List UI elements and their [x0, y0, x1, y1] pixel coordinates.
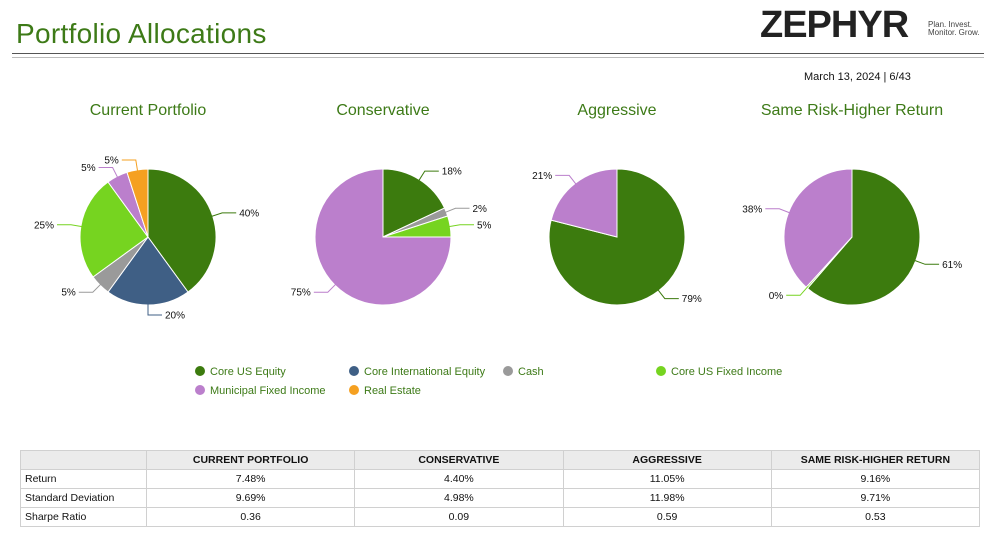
brand-tagline-line-2: Monitor. Grow. [928, 28, 980, 37]
table-row: Return 7.48% 4.40% 11.05% 9.16% [20, 469, 981, 489]
leader-line [765, 208, 791, 214]
table-header-cell [20, 450, 147, 470]
table-row: Standard Deviation 9.69% 4.98% 11.98% 9.… [20, 488, 981, 508]
legend-item-real-estate: Real Estate [349, 385, 421, 397]
data-label: 5% [104, 156, 119, 167]
leader-line [147, 303, 162, 316]
legend-swatch-core-us-fixed-income [656, 366, 666, 376]
leader-line [417, 170, 439, 182]
table-cell: 9.71% [770, 488, 981, 508]
leader-line [657, 288, 679, 300]
legend-label: Cash [518, 366, 544, 378]
leader-line [57, 224, 83, 228]
legend-item-core-international-equity: Core International Equity [349, 366, 485, 378]
leader-line [313, 283, 337, 293]
table-cell: 0.36 [145, 507, 356, 527]
chart-title: Aggressive [577, 102, 656, 119]
data-label: 2% [473, 204, 488, 215]
legend-item-cash: Cash [503, 366, 544, 378]
data-label: 5% [61, 288, 76, 299]
chart-title: Conservative [336, 102, 429, 119]
data-label: 5% [81, 163, 96, 174]
legend-label: Core US Equity [210, 366, 286, 378]
table-cell: 0.09 [354, 507, 564, 527]
leader-line [444, 207, 470, 214]
row-label: Standard Deviation [20, 488, 147, 508]
data-label: 20% [165, 311, 185, 322]
page-title: Portfolio Allocations [16, 18, 267, 49]
pie-chart-conservative: Conservative 18% 2% 5% 75% [291, 102, 492, 306]
legend-label: Core US Fixed Income [671, 366, 783, 378]
brand-tagline: Plan. Invest. Monitor. Grow. [928, 21, 980, 37]
data-label: 79% [682, 294, 702, 305]
legend-swatch-core-us-equity [195, 366, 205, 376]
table-cell: 11.05% [562, 469, 772, 489]
leader-line [786, 285, 809, 296]
table-header-row: CURRENT PORTFOLIO CONSERVATIVE AGGRESSIV… [20, 450, 981, 470]
legend-item-core-us-fixed-income: Core US Fixed Income [656, 366, 782, 378]
leader-line [121, 159, 139, 172]
legend-swatch-real-estate [349, 385, 359, 395]
table-header-cell: AGGRESSIVE [562, 450, 772, 470]
row-label: Return [20, 469, 147, 489]
pie-chart-same-risk-higher-return: Same Risk-Higher Return 61% 0% 38% [742, 102, 962, 306]
table-header-cell: CURRENT PORTFOLIO [145, 450, 356, 470]
row-label: Sharpe Ratio [20, 507, 147, 527]
header-divider [12, 53, 984, 54]
legend-item-municipal-fixed-income: Municipal Fixed Income [195, 385, 326, 397]
leader-line [555, 174, 577, 186]
leader-line [913, 259, 940, 265]
chart-title: Same Risk-Higher Return [761, 102, 943, 119]
chart-title: Current Portfolio [90, 102, 207, 119]
table-cell: 4.98% [354, 488, 564, 508]
table-cell: 0.59 [562, 507, 772, 527]
legend-item-core-us-equity: Core US Equity [195, 366, 286, 378]
data-label: 18% [442, 167, 462, 178]
legend-swatch-core-international-equity [349, 366, 359, 376]
leader-line [210, 212, 237, 218]
statistics-table: CURRENT PORTFOLIO CONSERVATIVE AGGRESSIV… [20, 450, 981, 527]
table-cell: 4.40% [354, 469, 564, 489]
legend-label: Municipal Fixed Income [210, 385, 326, 397]
leader-line [98, 167, 119, 179]
data-label: 25% [34, 220, 54, 231]
legend-label: Core International Equity [364, 366, 486, 378]
pie-chart-aggressive: Aggressive 79% 21% [532, 102, 702, 306]
legend-label: Real Estate [364, 385, 421, 397]
table-cell: 7.48% [145, 469, 356, 489]
pie-chart-current-portfolio: Current Portfolio 40% 20% 5% 25% 5% 5% [34, 102, 259, 322]
report-date: March 13, 2024 | 6/43 [804, 71, 911, 83]
data-label: 75% [291, 288, 311, 299]
table-cell: 0.53 [770, 507, 981, 527]
table-header-cell: CONSERVATIVE [354, 450, 564, 470]
legend-swatch-municipal-fixed-income [195, 385, 205, 395]
leader-line [78, 283, 102, 293]
table-cell: 11.98% [562, 488, 772, 508]
table-cell: 9.69% [145, 488, 356, 508]
brand-name: ZEPHYR [760, 4, 909, 46]
data-label: 38% [742, 204, 762, 215]
data-label: 61% [942, 260, 962, 271]
data-label: 5% [477, 220, 492, 231]
brand-logo: ZEPHYR Plan. Invest. Monitor. Grow. [760, 4, 990, 46]
table-cell: 9.16% [770, 469, 981, 489]
leader-line [448, 224, 474, 228]
table-row: Sharpe Ratio 0.36 0.09 0.59 0.53 [20, 507, 981, 527]
data-label: 21% [532, 171, 552, 182]
data-label: 0% [769, 291, 784, 302]
brand-tagline-line-1: Plan. Invest. [928, 20, 973, 29]
table-header-cell: SAME RISK-HIGHER RETURN [770, 450, 981, 470]
header-divider-secondary [12, 57, 984, 58]
pie-charts: Current Portfolio40%20%5%25%5%5%Conserva… [34, 102, 962, 322]
legend-swatch-cash [503, 366, 513, 376]
data-label: 40% [239, 208, 259, 219]
